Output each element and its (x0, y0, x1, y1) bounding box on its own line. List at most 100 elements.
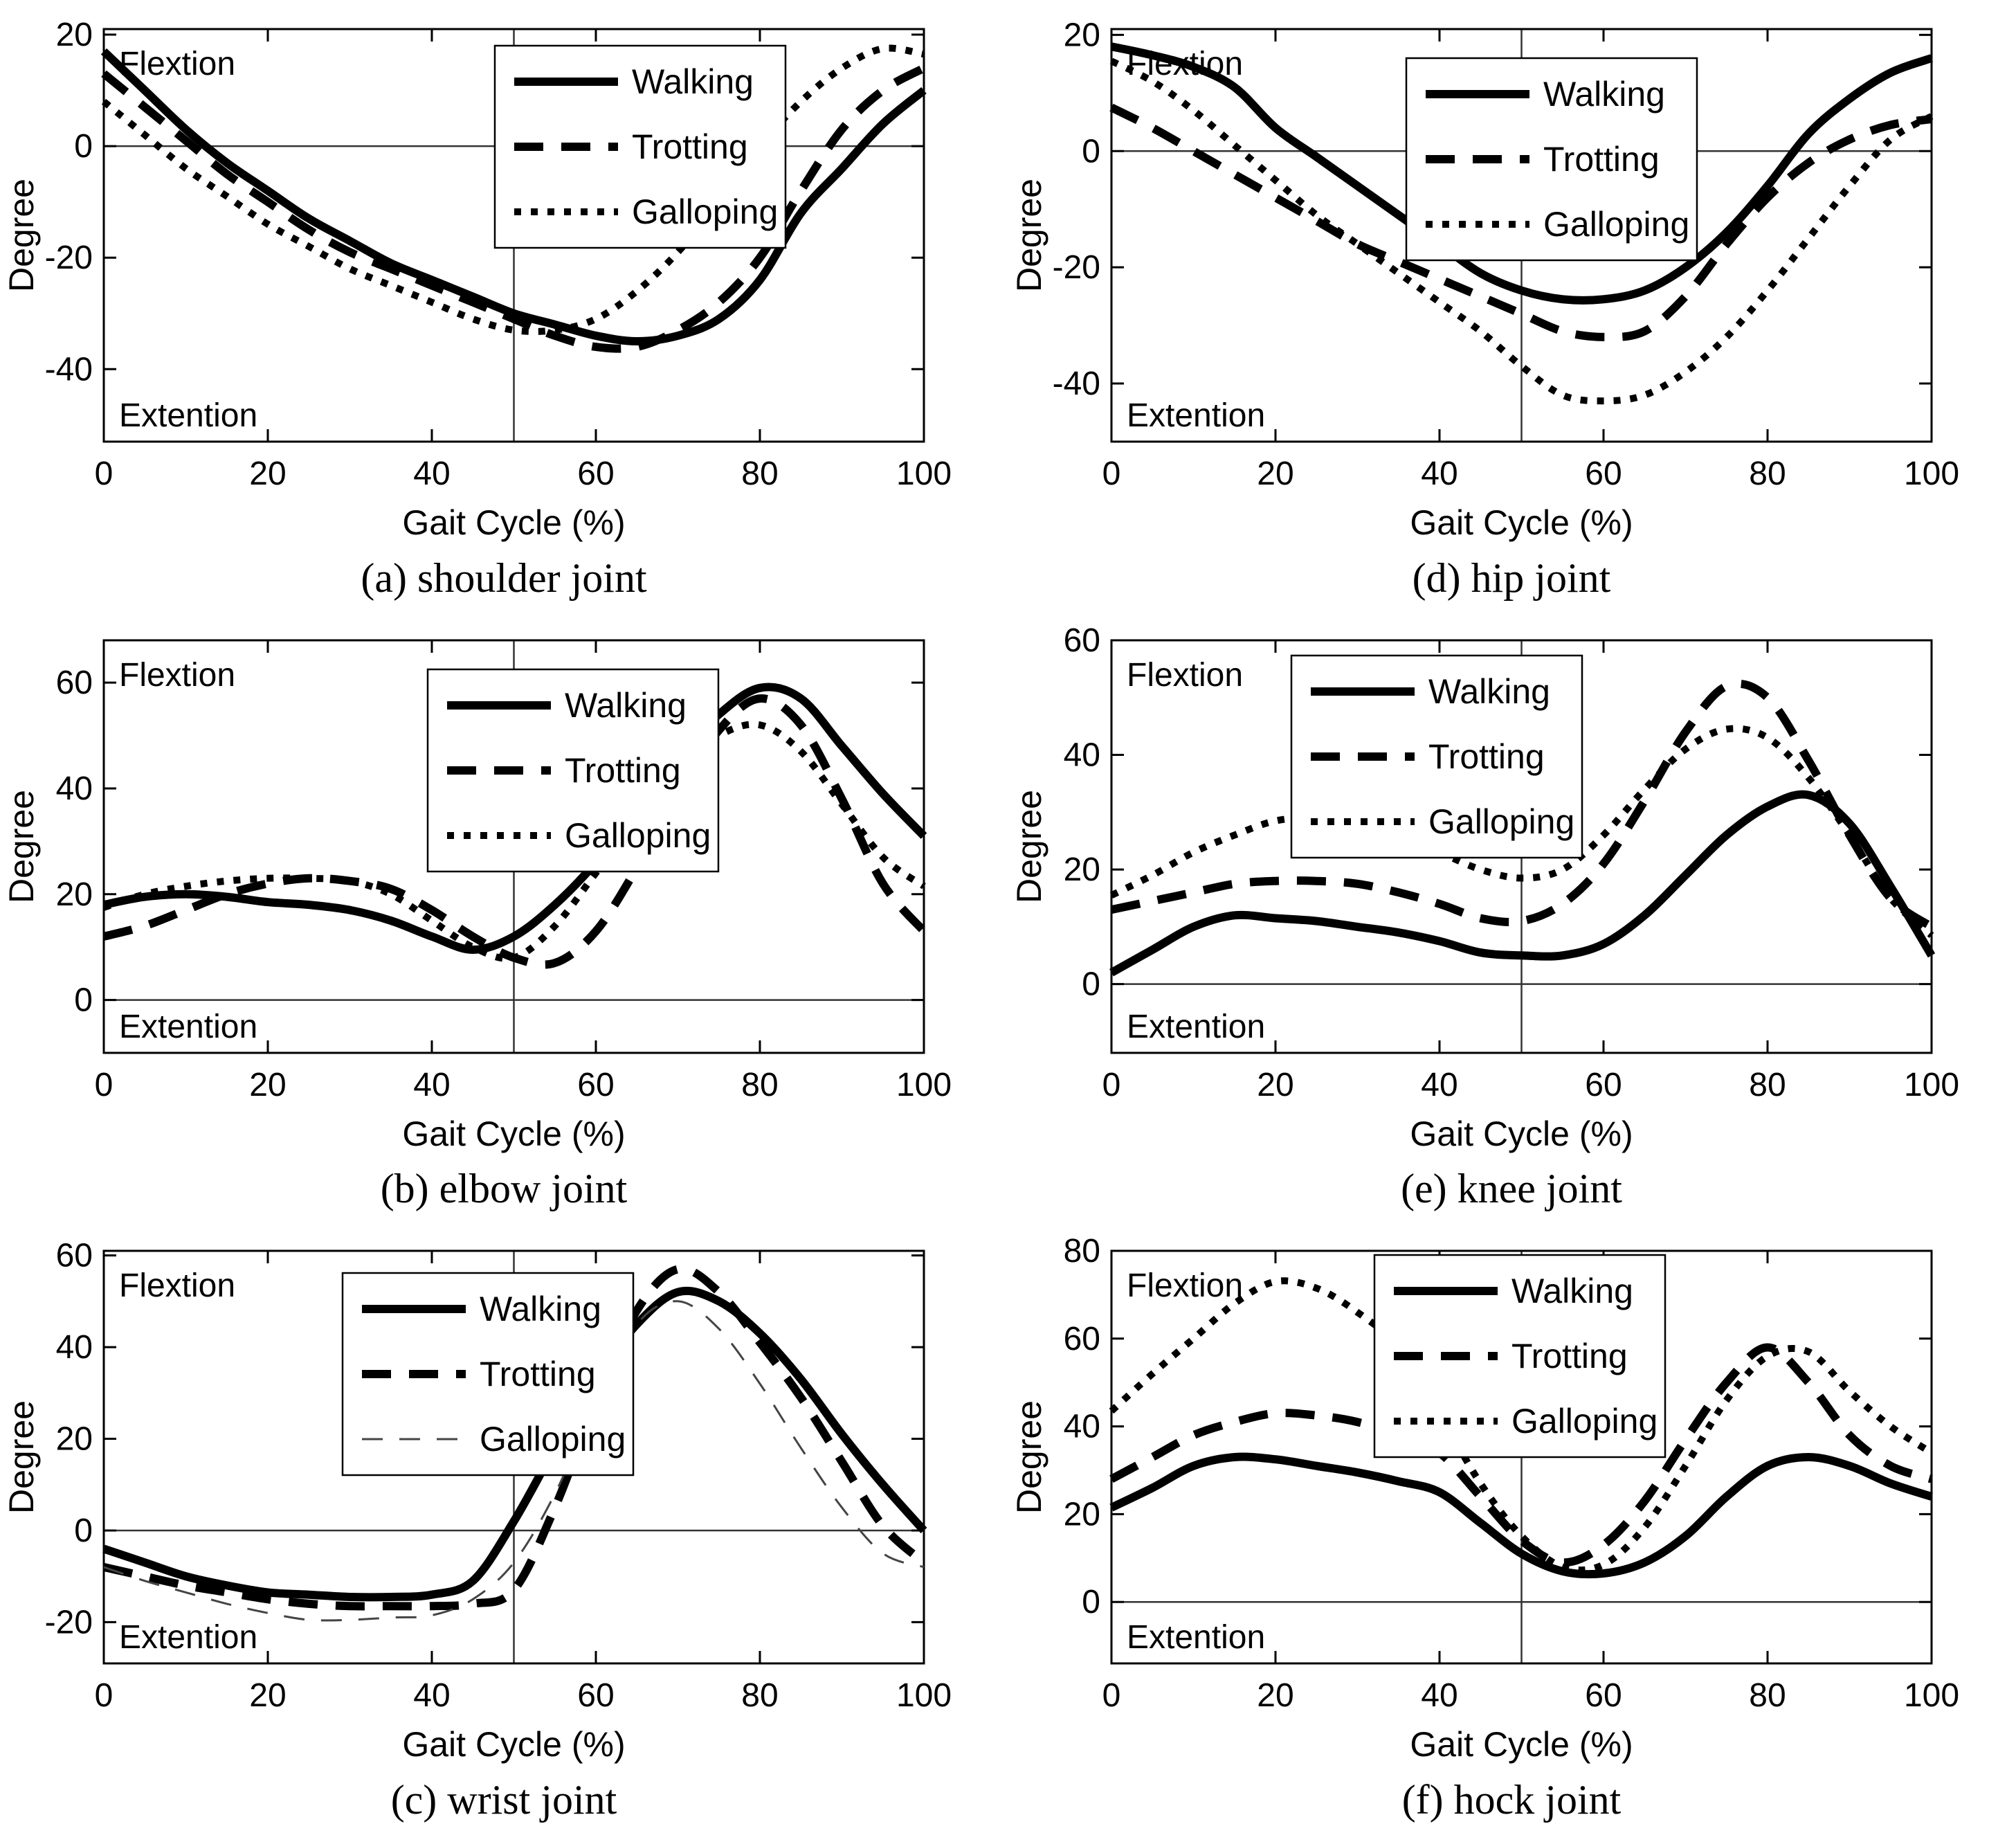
x-tick-label: 0 (95, 1677, 113, 1714)
y-tick-label: 80 (1064, 1233, 1100, 1270)
x-tick-label: 80 (741, 1677, 778, 1714)
walking-curve (102, 683, 927, 954)
y-axis-label: Degree (1010, 1400, 1048, 1514)
x-tick-label: 100 (1904, 1067, 1959, 1103)
y-tick-label: 60 (56, 1238, 93, 1274)
trotting-curve (1109, 103, 1932, 341)
trotting-curve (102, 1265, 927, 1611)
legend-trotting-label: Trotting (565, 751, 681, 790)
y-axis-label: Degree (2, 179, 41, 292)
legend-trotting-label: Trotting (1428, 737, 1545, 776)
y-tick-label: 0 (74, 982, 93, 1018)
legend-galloping-label: Galloping (1543, 205, 1689, 244)
x-axis-label: Gait Cycle (%) (402, 503, 625, 542)
y-tick-label: -20 (45, 1605, 93, 1641)
x-tick-label: 0 (95, 1067, 113, 1103)
legend-trotting-label: Trotting (1543, 140, 1660, 179)
legend: Walking Trotting Galloping (493, 44, 787, 249)
y-tick-label: 0 (1082, 1584, 1100, 1621)
extension-label: Extention (1127, 1009, 1265, 1045)
x-tick-label: 80 (741, 455, 778, 492)
extension-label: Extention (119, 1009, 257, 1045)
x-tick-label: 20 (249, 455, 286, 492)
x-tick-label: 40 (413, 1067, 450, 1103)
y-axis-label: Degree (1010, 790, 1048, 903)
x-axis-label: Gait Cycle (%) (1410, 503, 1633, 542)
x-tick-label: 100 (896, 1677, 952, 1714)
x-tick-label: 60 (577, 1677, 614, 1714)
x-axis-label: Gait Cycle (%) (1410, 1725, 1633, 1764)
flexion-label: Flextion (119, 46, 235, 82)
x-tick-label: 80 (741, 1067, 778, 1103)
y-tick-label: 20 (1064, 851, 1100, 888)
legend: Walking Trotting Galloping (1373, 1254, 1667, 1459)
x-axis-label: Gait Cycle (%) (1410, 1114, 1633, 1153)
legend-walking-label: Walking (1511, 1272, 1633, 1310)
flexion-label: Flextion (119, 1267, 235, 1304)
extension-label: Extention (119, 1619, 257, 1656)
wrist-joint-chart: 0 20 40 60 80 1006040200-20FlextionExtentionG… (2, 1238, 952, 1764)
plot-box (1110, 639, 1933, 1054)
galloping-curve (102, 721, 926, 962)
extension-label: Extention (1127, 1619, 1265, 1656)
x-tick-label: 20 (1257, 1067, 1293, 1103)
x-tick-label: 0 (1102, 1677, 1121, 1714)
legend-trotting-label: Trotting (480, 1355, 596, 1393)
legend-walking-label: Walking (1428, 672, 1550, 711)
galloping-curve (1109, 1277, 1934, 1574)
x-tick-label: 0 (1102, 455, 1121, 492)
hip-joint-chart: 0 20 40 60 80 100 20 0 -20 -40 Flextion Extention Ga… (1010, 17, 1959, 542)
x-tick-label: 100 (1904, 1677, 1959, 1714)
y-tick-label: 0 (1082, 133, 1100, 170)
legend-walking-label: Walking (565, 686, 687, 725)
trotting-curve (102, 694, 927, 969)
legend-galloping-label: Galloping (1511, 1402, 1658, 1441)
plot-box (102, 28, 925, 443)
legend-trotting-label: Trotting (632, 127, 748, 166)
extension-label: Extention (1127, 397, 1265, 434)
x-tick-label: 0 (1102, 1067, 1121, 1103)
x-tick-label: 40 (413, 1677, 450, 1714)
flexion-label: Flextion (119, 657, 235, 694)
x-tick-label: 60 (1585, 1677, 1622, 1714)
y-tick-label: 40 (56, 1329, 93, 1366)
y-tick-label: 20 (56, 1421, 93, 1458)
legend-trotting-label: Trotting (1511, 1337, 1628, 1375)
trotting-curve (101, 64, 926, 353)
y-axis-label: Degree (1010, 179, 1048, 292)
y-tick-label: 60 (1064, 1321, 1100, 1357)
panel-caption: (e) knee joint (1401, 1166, 1622, 1212)
legend: Walking Trotting Galloping (426, 668, 720, 872)
legend-galloping-label: Galloping (1428, 802, 1574, 841)
y-tick-label: -40 (45, 351, 93, 388)
panel-knee-joint: 0 20 40 60 80 100 60 40 20 0 Flextion Extention Gait… (1008, 611, 2015, 1222)
y-tick-label: 20 (56, 876, 93, 912)
x-axis-label: Gait Cycle (%) (402, 1725, 625, 1764)
walking-curve (1110, 42, 1933, 305)
y-tick-label: 60 (56, 665, 93, 701)
galloping-curve (1109, 57, 1934, 405)
hock-joint-chart: 0 20 40 60 80 100 80 60 40 20 0 Flextion Extention Ga… (1010, 1233, 1959, 1764)
x-tick-label: 60 (1585, 1067, 1622, 1103)
legend-galloping-label: Galloping (632, 192, 778, 231)
x-tick-label: 20 (249, 1067, 286, 1103)
panel-caption: (b) elbow joint (380, 1166, 628, 1212)
y-tick-label: -40 (1053, 365, 1100, 402)
x-tick-label: 40 (413, 455, 450, 492)
y-tick-label: 20 (1064, 17, 1100, 53)
elbow-joint-chart: 0 20 40 60 80 100 60 40 20 0 Flextion Extention Gait… (2, 639, 952, 1153)
x-tick-label: 20 (249, 1677, 286, 1714)
flexion-label: Flextion (1127, 1267, 1243, 1304)
flexion-label: Flextion (1127, 46, 1243, 82)
x-tick-label: 60 (577, 455, 614, 492)
galloping-curve (103, 1300, 925, 1622)
x-tick-label: 100 (1904, 455, 1959, 492)
walking-curve (1109, 1452, 1933, 1579)
plot-box (102, 639, 925, 1054)
galloping-curve (1109, 725, 1934, 938)
x-tick-label: 20 (1257, 1677, 1293, 1714)
y-tick-label: 0 (1082, 966, 1100, 1002)
walking-curve (102, 1287, 927, 1602)
extension-label: Extention (119, 397, 257, 434)
panel-hock-joint: 0 20 40 60 80 100 80 60 40 20 0 Flextion Extention Ga… (1008, 1222, 2015, 1832)
